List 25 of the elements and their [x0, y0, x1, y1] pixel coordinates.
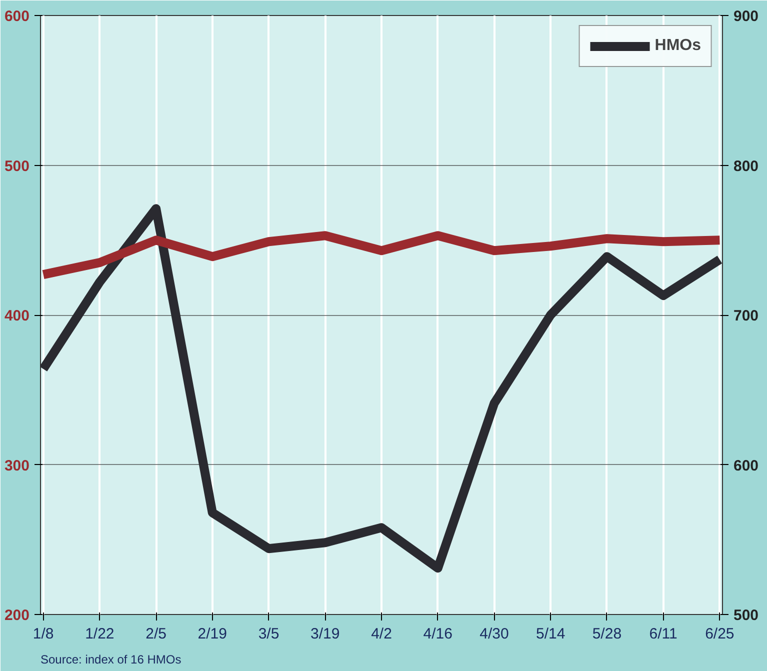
y-tick-label: 300	[4, 457, 30, 474]
legend-label: HMOs	[654, 37, 701, 55]
x-tick-label: 1/22	[85, 626, 114, 642]
x-tick-label: 6/11	[649, 626, 678, 642]
y-tick-label: 200	[4, 607, 30, 624]
y-tick-label: 500	[4, 158, 30, 175]
x-tick-label: 4/2	[371, 626, 392, 642]
x-tick-label: 6/25	[705, 626, 734, 642]
x-tick-label: 4/30	[480, 626, 509, 642]
x-tick-label: 3/19	[310, 626, 340, 642]
y-tick-label: 600	[4, 8, 30, 25]
x-tick-label: 3/5	[258, 626, 280, 642]
x-tick-label: 4/16	[423, 626, 452, 642]
y2-tick-label: 500	[734, 607, 759, 624]
x-tick-label: 1/8	[32, 626, 54, 642]
y2-tick-label: 800	[734, 158, 759, 175]
x-tick-label: 5/28	[592, 626, 622, 642]
x-tick-label: 5/14	[536, 626, 566, 642]
y2-tick-label: 700	[734, 308, 759, 324]
y2-tick-label: 900	[734, 8, 759, 25]
source-note: Source: index of 16 HMOs	[40, 652, 182, 666]
y-tick-label: 400	[4, 308, 30, 324]
x-tick-label: 2/5	[146, 626, 166, 642]
y2-tick-label: 600	[734, 457, 759, 474]
x-tick-label: 2/19	[198, 626, 228, 642]
